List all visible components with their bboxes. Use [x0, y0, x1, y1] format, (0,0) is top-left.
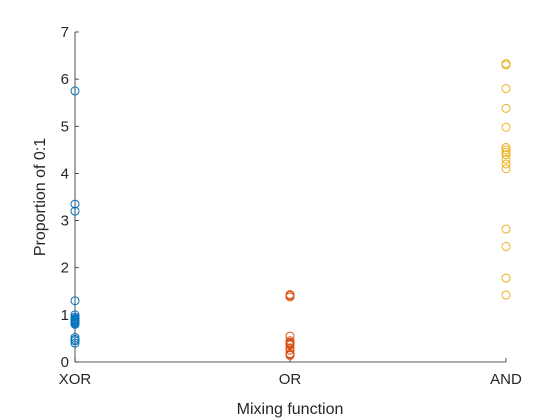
data-point-and — [501, 103, 511, 113]
y-tick-label: 7 — [61, 24, 69, 41]
data-point-xor — [70, 86, 80, 96]
data-point-and — [501, 154, 511, 164]
data-point-xor — [70, 199, 80, 209]
x-tick-label: AND — [490, 371, 522, 388]
y-tick-label: 1 — [61, 307, 69, 324]
y-tick-label: 5 — [61, 118, 69, 135]
y-tick-label: 2 — [61, 260, 69, 277]
x-tick-label: XOR — [59, 371, 92, 388]
data-points — [70, 59, 511, 360]
data-point-and — [501, 60, 511, 70]
data-point-and — [501, 224, 511, 234]
data-point-xor — [70, 319, 80, 329]
data-point-and — [501, 273, 511, 283]
data-point-xor — [70, 338, 80, 348]
data-point-xor — [70, 336, 80, 346]
x-tick-label: OR — [279, 371, 302, 388]
y-axis-label: Proportion of 0:1 — [32, 138, 49, 256]
data-point-xor — [70, 296, 80, 306]
data-point-and — [501, 143, 511, 152]
y-tick-label: 4 — [61, 165, 69, 182]
data-point-and — [501, 84, 511, 94]
data-point-and — [501, 290, 511, 300]
data-point-and — [501, 164, 511, 174]
x-axis-label: Mixing function — [237, 401, 344, 418]
data-point-and — [501, 147, 511, 157]
data-point-or — [285, 350, 295, 360]
y-tick-label: 0 — [61, 354, 69, 371]
data-point-and — [501, 150, 511, 160]
data-point-xor — [70, 206, 80, 216]
y-tick-label: 6 — [61, 71, 69, 88]
data-point-and — [501, 242, 511, 251]
data-point-or — [285, 292, 295, 302]
data-point-or — [285, 345, 295, 355]
data-point-and — [501, 122, 511, 132]
data-point-and — [501, 159, 511, 169]
axes: 0 1 2 3 4 5 6 7 XOR OR AND — [59, 24, 522, 388]
data-point-and — [501, 145, 511, 155]
y-tick-label: 3 — [61, 213, 69, 230]
